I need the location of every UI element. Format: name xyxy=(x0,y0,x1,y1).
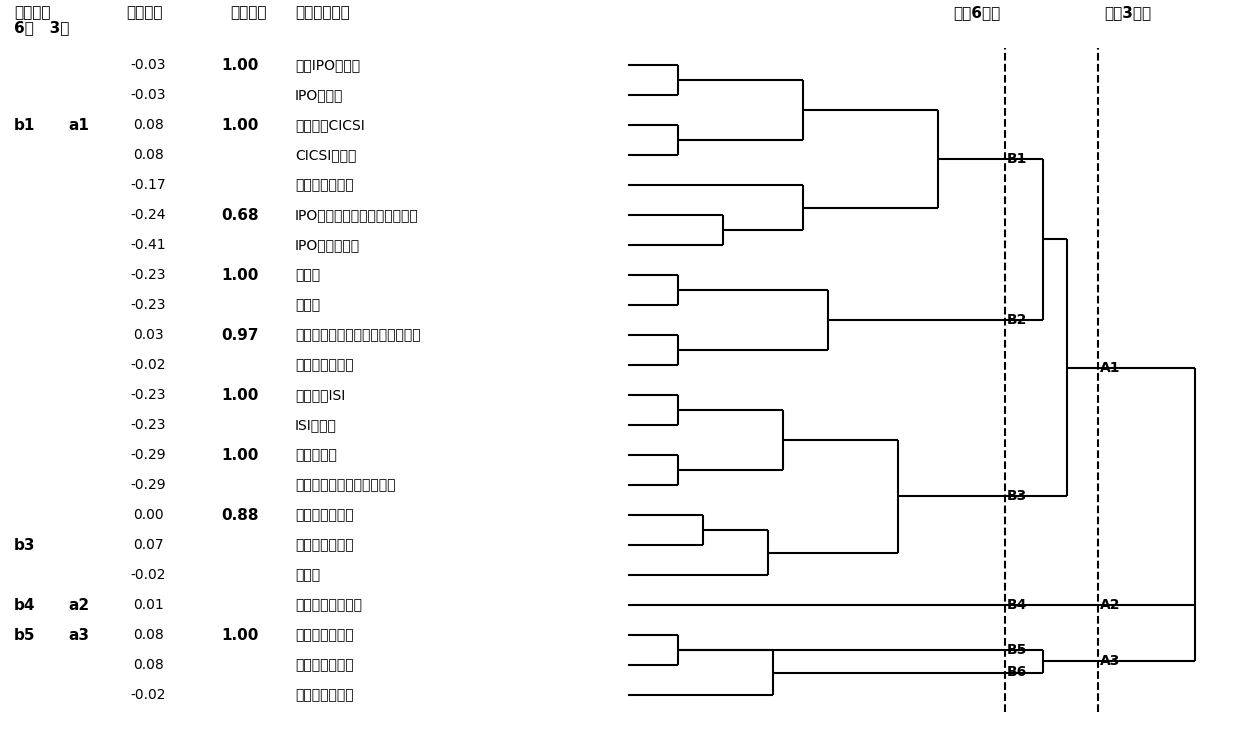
Text: 分抈3大类: 分抈3大类 xyxy=(1105,5,1152,20)
Text: -0.29: -0.29 xyxy=(130,448,166,462)
Text: 换手率: 换手率 xyxy=(295,268,320,282)
Text: 1.00: 1.00 xyxy=(221,58,259,72)
Text: a1: a1 xyxy=(68,117,89,133)
Text: 0.68: 0.68 xyxy=(221,208,259,222)
Text: 1.00: 1.00 xyxy=(221,628,259,642)
Text: 新增开户数: 新增开户数 xyxy=(295,448,337,462)
Text: 换手率一阶差分: 换手率一阶差分 xyxy=(295,628,353,642)
Text: 心理线: 心理线 xyxy=(295,568,320,582)
Text: -0.29: -0.29 xyxy=(130,478,166,492)
Text: 1.00: 1.00 xyxy=(221,448,259,462)
Text: IPO数均値: IPO数均値 xyxy=(295,88,343,102)
Text: B4: B4 xyxy=(1007,598,1028,612)
Text: CICSI标准化: CICSI标准化 xyxy=(295,148,356,162)
Text: B6: B6 xyxy=(1007,666,1027,679)
Text: 投资指数CICSI: 投资指数CICSI xyxy=(295,118,365,132)
Text: 0.03: 0.03 xyxy=(133,328,164,342)
Text: b4: b4 xyxy=(14,598,36,612)
Text: A1: A1 xyxy=(1100,361,1121,375)
Text: -0.03: -0.03 xyxy=(130,58,166,72)
Text: A2: A2 xyxy=(1100,598,1121,612)
Text: 当月IPO的个数: 当月IPO的个数 xyxy=(295,58,360,72)
Text: -0.23: -0.23 xyxy=(130,268,166,282)
Text: 投资指数ISI: 投资指数ISI xyxy=(295,388,345,402)
Text: 1.00: 1.00 xyxy=(221,268,259,283)
Text: 1.00: 1.00 xyxy=(221,388,259,402)
Text: -0.02: -0.02 xyxy=(130,688,166,702)
Text: 分抈6大类: 分抈6大类 xyxy=(954,5,1001,20)
Text: -0.23: -0.23 xyxy=(130,418,166,432)
Text: 0.97: 0.97 xyxy=(221,327,259,343)
Text: 选择结果: 选择结果 xyxy=(14,5,51,20)
Text: 上月市场换手率: 上月市场换手率 xyxy=(295,358,353,372)
Text: 0.08: 0.08 xyxy=(133,658,164,672)
Text: -0.24: -0.24 xyxy=(130,208,166,222)
Text: 0.08: 0.08 xyxy=(133,118,164,132)
Text: -0.02: -0.02 xyxy=(130,568,166,582)
Text: B3: B3 xyxy=(1007,489,1027,503)
Text: 0.88: 0.88 xyxy=(221,507,259,523)
Text: 6类   3类: 6类 3类 xyxy=(14,20,69,35)
Text: B5: B5 xyxy=(1007,643,1028,657)
Text: IPO流通股数加权的平均收益率: IPO流通股数加权的平均收益率 xyxy=(295,208,419,222)
Text: -0.02: -0.02 xyxy=(130,358,166,372)
Text: B2: B2 xyxy=(1007,313,1028,327)
Text: 相关系数: 相关系数 xyxy=(229,5,267,20)
Text: b3: b3 xyxy=(14,537,36,553)
Text: 成交量: 成交量 xyxy=(295,298,320,312)
Text: 上证综指收益率: 上证综指收益率 xyxy=(295,688,353,702)
Text: 0.08: 0.08 xyxy=(133,148,164,162)
Text: -0.03: -0.03 xyxy=(130,88,166,102)
Text: -0.17: -0.17 xyxy=(130,178,166,192)
Text: ISI标准化: ISI标准化 xyxy=(295,418,337,432)
Text: b1: b1 xyxy=(14,117,36,133)
Text: 封闭基金折价率: 封闭基金折价率 xyxy=(295,178,353,192)
Text: 当月新增开户数目的三分位: 当月新增开户数目的三分位 xyxy=(295,478,396,492)
Text: -0.23: -0.23 xyxy=(130,388,166,402)
Text: 0.00: 0.00 xyxy=(133,508,164,522)
Text: IPO首日收益率: IPO首日收益率 xyxy=(295,238,360,252)
Text: 0.08: 0.08 xyxy=(133,628,164,642)
Text: a3: a3 xyxy=(68,628,89,642)
Text: 0.07: 0.07 xyxy=(133,538,164,552)
Text: -0.41: -0.41 xyxy=(130,238,166,252)
Text: 月交易金额与月流通市値的均値比: 月交易金额与月流通市値的均値比 xyxy=(295,328,420,342)
Text: 敏感因子: 敏感因子 xyxy=(126,5,162,20)
Text: 居民消费价格指数: 居民消费价格指数 xyxy=(295,598,362,612)
Text: b5: b5 xyxy=(14,628,36,642)
Text: a2: a2 xyxy=(68,598,89,612)
Text: -0.23: -0.23 xyxy=(130,298,166,312)
Text: 代理指标名称: 代理指标名称 xyxy=(295,5,350,20)
Text: 上证综指收盘价: 上证综指收盘价 xyxy=(295,508,353,522)
Text: B1: B1 xyxy=(1007,152,1028,165)
Text: 上月开户数对数: 上月开户数对数 xyxy=(295,538,353,552)
Text: 1.00: 1.00 xyxy=(221,117,259,133)
Text: 成交量一阶差分: 成交量一阶差分 xyxy=(295,658,353,672)
Text: 0.01: 0.01 xyxy=(133,598,164,612)
Text: A3: A3 xyxy=(1100,654,1121,668)
